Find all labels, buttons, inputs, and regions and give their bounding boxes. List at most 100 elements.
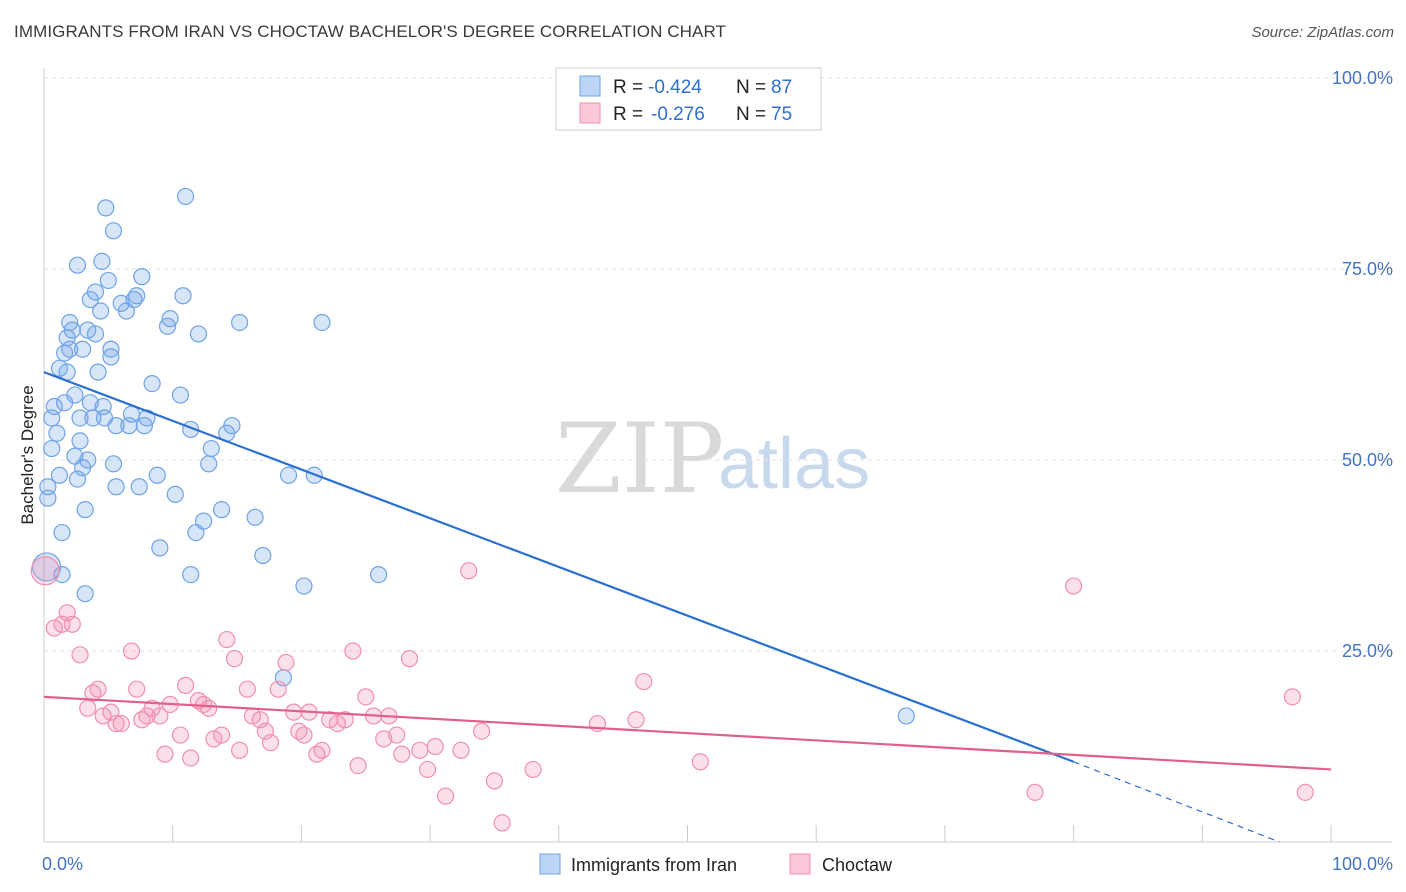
point-iran	[246, 508, 264, 526]
bottom-legend-swatch-iran	[539, 853, 561, 875]
point-choctaw	[156, 745, 174, 763]
point-choctaw	[328, 714, 347, 733]
point-iran	[50, 466, 69, 484]
point-iran	[61, 340, 79, 358]
point-iran	[231, 313, 249, 332]
point-choctaw	[313, 741, 331, 759]
point-choctaw	[213, 726, 231, 744]
point-choctaw	[460, 562, 478, 580]
trend-lines	[43, 371, 1332, 843]
point-choctaw	[452, 741, 470, 759]
point-choctaw	[357, 688, 375, 706]
point-choctaw	[627, 711, 645, 729]
point-choctaw	[89, 680, 107, 698]
point-iran	[295, 577, 313, 595]
point-choctaw	[176, 676, 195, 694]
point-iran	[130, 478, 148, 496]
trend-line-iran-extension	[1073, 761, 1280, 843]
point-choctaw	[79, 699, 97, 717]
point-choctaw	[151, 707, 169, 725]
point-choctaw	[388, 726, 406, 744]
point-choctaw	[1064, 577, 1083, 595]
point-choctaw	[691, 753, 709, 771]
point-choctaw	[218, 630, 236, 649]
point-choctaw	[436, 787, 455, 805]
point-iran	[102, 348, 120, 366]
point-iran	[202, 439, 220, 458]
point-choctaw	[171, 726, 190, 744]
point-choctaw	[1296, 783, 1314, 801]
point-iran	[92, 302, 110, 320]
point-iran	[99, 271, 117, 290]
point-iran	[254, 546, 272, 565]
point-choctaw	[375, 730, 393, 748]
point-iran	[897, 707, 915, 725]
point-iran	[161, 310, 179, 328]
point-iran	[279, 466, 298, 484]
point-iran	[122, 405, 141, 423]
watermark-zip: ZIP	[555, 403, 724, 515]
axes: 25.0% 50.0% 75.0% 100.0%	[43, 68, 1393, 843]
legend-n-value-iran: 87	[771, 77, 792, 98]
series-legend: Immigrants from Iran Choctaw	[539, 853, 893, 875]
point-choctaw	[493, 814, 511, 832]
point-iran	[86, 325, 105, 343]
point-choctaw	[71, 646, 89, 664]
point-choctaw	[1283, 688, 1301, 706]
point-choctaw	[1026, 783, 1044, 801]
point-iran	[223, 417, 241, 435]
y-tick-label: 50.0%	[1342, 450, 1393, 470]
point-iran	[74, 459, 92, 477]
legend-r-value-choctaw: -0.276	[651, 104, 705, 125]
point-choctaw	[225, 650, 244, 668]
point-iran	[93, 252, 111, 270]
legend-n-label-choctaw: N =	[736, 104, 766, 125]
point-iran	[313, 313, 331, 332]
grid-lines	[44, 77, 1392, 652]
point-iran	[74, 340, 92, 358]
y-tick-label: 100.0%	[1332, 68, 1393, 88]
point-iran	[76, 501, 94, 519]
chart-title: IMMIGRANTS FROM IRAN VS CHOCTAW BACHELOR…	[14, 22, 727, 41]
point-iran	[200, 455, 218, 473]
point-iran	[189, 325, 208, 343]
legend-n-value-choctaw: 75	[771, 104, 792, 125]
point-choctaw	[30, 556, 60, 586]
x-tick-label-min: 0.0%	[42, 854, 83, 874]
point-iran	[89, 363, 107, 381]
legend-swatch-choctaw	[579, 102, 601, 124]
point-choctaw	[122, 642, 141, 660]
point-choctaw	[418, 760, 437, 779]
stats-legend: R = -0.424 N = 87 R = -0.276 N = 75	[555, 67, 822, 131]
point-iran	[176, 187, 195, 206]
point-choctaw	[231, 741, 249, 759]
point-choctaw	[472, 722, 491, 740]
point-choctaw	[426, 737, 444, 756]
point-choctaw	[205, 730, 223, 748]
point-choctaw	[94, 707, 112, 725]
point-choctaw	[269, 680, 287, 698]
y-axis-label: Bachelor's Degree	[18, 385, 37, 524]
point-choctaw	[635, 672, 653, 691]
trend-line-choctaw	[43, 695, 1332, 771]
point-choctaw	[238, 680, 256, 698]
point-iran	[148, 466, 166, 484]
point-choctaw	[112, 714, 130, 733]
y-tick-label: 25.0%	[1342, 641, 1393, 661]
point-iran	[187, 523, 205, 542]
point-choctaw	[200, 699, 218, 717]
point-choctaw	[182, 749, 200, 767]
point-choctaw	[400, 650, 419, 668]
point-iran	[143, 375, 161, 393]
point-iran	[370, 565, 388, 584]
point-iran	[39, 489, 57, 507]
point-choctaw	[344, 642, 362, 660]
x-tick-label-max: 100.0%	[1332, 854, 1393, 874]
point-iran	[71, 432, 89, 450]
point-iran	[97, 199, 115, 217]
point-iran	[71, 409, 89, 427]
point-iran	[171, 386, 190, 404]
point-iran	[68, 256, 87, 274]
point-iran	[104, 455, 123, 473]
point-iran	[48, 424, 66, 442]
